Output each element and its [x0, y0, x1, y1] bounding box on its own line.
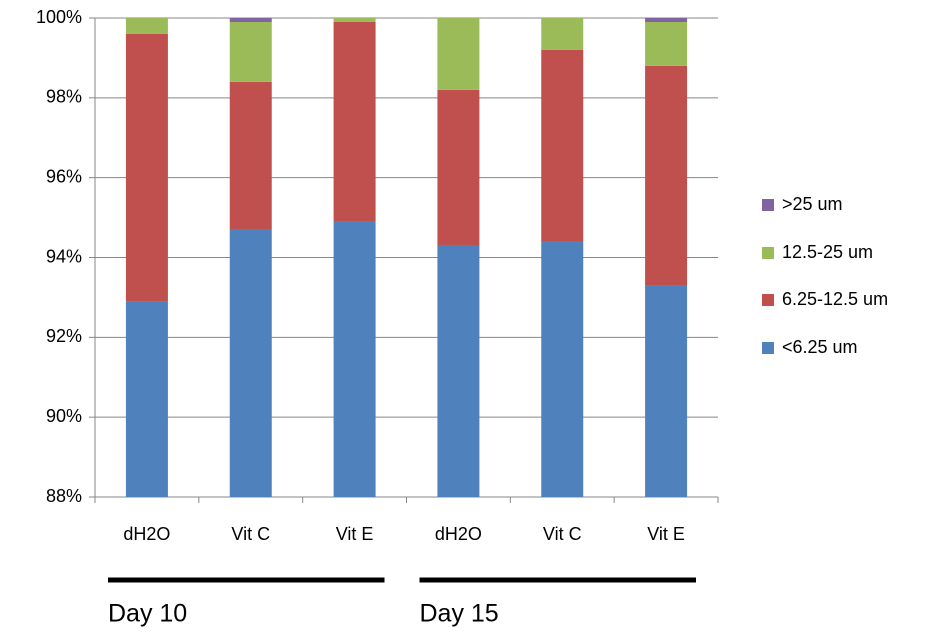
- bar-segment: [437, 18, 480, 90]
- y-tick-label: 96%: [46, 166, 82, 186]
- bar-segment: [333, 221, 376, 497]
- bar-segment: [125, 301, 168, 497]
- x-tick-label: Vit E: [647, 524, 685, 544]
- legend-label: 6.25-12.5 um: [782, 289, 888, 309]
- bar-segment: [645, 21, 688, 66]
- bar-segment: [333, 18, 376, 22]
- x-tick-label: dH2O: [435, 524, 482, 544]
- y-tick-label: 100%: [36, 7, 82, 27]
- bar-segment: [229, 81, 272, 230]
- bar-segment: [437, 89, 480, 246]
- y-tick-label: 90%: [46, 406, 82, 426]
- bar-segment: [541, 49, 584, 242]
- bar-segment: [541, 18, 584, 50]
- legend-swatch: [762, 294, 774, 306]
- group-label: Day 10: [108, 600, 187, 628]
- bar-segment: [229, 21, 272, 82]
- bar-segment: [437, 245, 480, 497]
- bar-segment: [229, 229, 272, 497]
- bar-segment: [645, 18, 688, 22]
- x-tick-label: Vit C: [231, 524, 270, 544]
- bar-segment: [125, 18, 168, 34]
- bar-segment: [229, 18, 272, 22]
- bar-segment: [645, 285, 688, 497]
- legend-swatch: [762, 199, 774, 211]
- x-tick-label: Vit C: [543, 524, 582, 544]
- y-tick-label: 88%: [46, 486, 82, 506]
- x-tick-label: dH2O: [123, 524, 170, 544]
- y-tick-label: 94%: [46, 246, 82, 266]
- group-label: Day 15: [420, 600, 499, 628]
- bar-segment: [125, 33, 168, 302]
- y-tick-label: 98%: [46, 87, 82, 107]
- legend-label: >25 um: [782, 194, 843, 214]
- bar-segment: [333, 21, 376, 222]
- bar-segment: [645, 65, 688, 286]
- legend-swatch: [762, 342, 774, 354]
- legend-swatch: [762, 247, 774, 259]
- bar-segment: [541, 241, 584, 497]
- x-tick-label: Vit E: [336, 524, 374, 544]
- legend-label: <6.25 um: [782, 337, 858, 357]
- legend-label: 12.5-25 um: [782, 242, 873, 262]
- y-tick-label: 92%: [46, 326, 82, 346]
